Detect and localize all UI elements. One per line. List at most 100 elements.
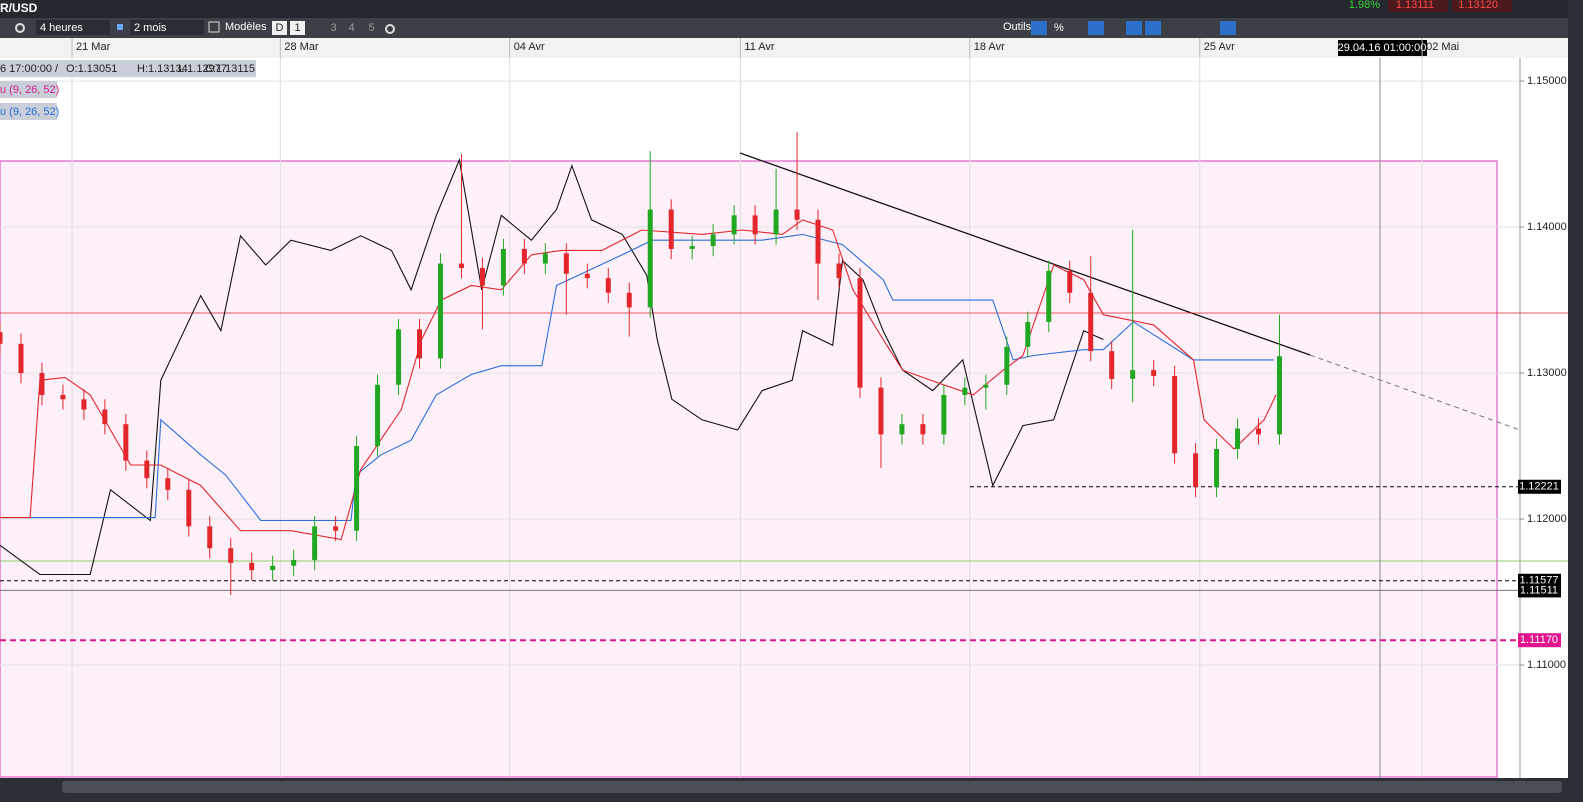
trend-extension <box>1309 354 1521 431</box>
date-axis <box>0 38 1568 58</box>
ohlc-panel <box>0 60 256 77</box>
price-tag-label: 1.11170 <box>1520 634 1558 646</box>
indicator-label: u (9, 26, 52) <box>0 84 59 96</box>
candle-body <box>437 263 443 359</box>
candle-body <box>1172 375 1178 454</box>
tool-icon[interactable] <box>1220 21 1236 35</box>
candle-body <box>584 273 590 279</box>
x-tick-label: 02 Mai <box>1426 41 1459 53</box>
trend-line <box>739 152 1311 356</box>
candle-body <box>354 446 360 531</box>
candle-body <box>1067 270 1073 293</box>
y-tick-label: 1.11000 <box>1527 659 1566 671</box>
calendar-icon[interactable] <box>208 21 220 33</box>
tool-icon[interactable] <box>1031 21 1047 35</box>
candle-body <box>0 332 3 344</box>
candle-body <box>752 215 758 235</box>
tools[interactable]: Outils <box>1003 21 1032 33</box>
candle-body <box>836 263 842 279</box>
candle-body <box>417 329 423 359</box>
candle-body <box>962 387 968 395</box>
candle-body <box>647 209 653 308</box>
candle-body <box>920 424 926 435</box>
candle-body <box>605 278 611 293</box>
settings-icon[interactable] <box>15 23 25 33</box>
ohlc-low: L:1.12977 <box>178 63 227 75</box>
y-tick-label: 1.13000 <box>1527 367 1567 379</box>
candle-body <box>983 384 989 388</box>
candle-body <box>710 234 716 247</box>
x-tick-label: 18 Avr <box>974 41 1005 53</box>
candle-body <box>878 387 884 435</box>
range-select[interactable] <box>130 20 204 35</box>
indicator-line <box>0 157 1104 576</box>
bid: 1.13111 <box>1396 0 1434 11</box>
candle-body <box>312 526 318 560</box>
candle-body <box>794 209 800 220</box>
header-bar <box>0 0 1583 18</box>
indicator-line <box>0 233 1274 522</box>
period-button[interactable] <box>290 21 305 35</box>
candle-body <box>186 489 192 527</box>
candle-body <box>542 253 548 264</box>
tool-icon[interactable] <box>1145 21 1161 35</box>
crosshair-box <box>1338 40 1427 56</box>
candle-body <box>941 394 947 435</box>
y-tick-label: 1.14000 <box>1527 221 1567 233</box>
candle-body <box>899 424 905 435</box>
candle-body <box>291 559 297 566</box>
scroll-thumb[interactable] <box>62 781 1562 793</box>
indicator-tag[interactable] <box>0 81 57 98</box>
candle-body <box>102 409 108 425</box>
candle-body <box>1046 270 1052 322</box>
candle-body <box>81 399 87 410</box>
side-scrollbar[interactable] <box>1568 0 1583 802</box>
tool-icon[interactable] <box>1088 21 1104 35</box>
percent[interactable]: % <box>1054 22 1064 34</box>
candle-body <box>1088 292 1094 352</box>
candle-body <box>165 478 171 490</box>
candle-body <box>731 215 737 235</box>
toolbar <box>0 18 1583 38</box>
change: 1.98% <box>1349 0 1380 11</box>
range: 2 mois <box>134 22 167 34</box>
tool-icon[interactable] <box>1126 21 1142 35</box>
candle-body <box>39 373 45 395</box>
indicator-tag[interactable] <box>0 103 57 120</box>
candle-body <box>60 394 66 400</box>
candle-body <box>773 209 779 235</box>
period-button[interactable] <box>272 21 287 35</box>
plot-area <box>0 58 1520 778</box>
lock-icon[interactable] <box>117 24 123 30</box>
candle-body <box>1025 321 1031 347</box>
candle-body <box>333 526 339 531</box>
candle-body <box>689 246 695 249</box>
templates[interactable]: Modèles <box>225 21 267 33</box>
ohlc-high: H:1.13134 <box>137 63 188 75</box>
zone <box>0 160 1498 778</box>
candle-body <box>1214 448 1220 487</box>
interval-select[interactable] <box>36 20 110 35</box>
candle-body <box>1109 351 1115 379</box>
candle-body <box>521 248 527 264</box>
y-tick-label: 1.12000 <box>1527 513 1567 525</box>
x-tick-label: 11 Avr <box>744 41 775 53</box>
price-tag-label: 1.11511 <box>1520 584 1558 596</box>
candle-body <box>626 292 632 308</box>
settings-icon[interactable] <box>385 24 395 34</box>
ask-box[interactable] <box>1452 0 1512 12</box>
y-tick-label: 1.15000 <box>1527 75 1567 87</box>
bid-box[interactable] <box>1388 0 1448 12</box>
candle-body <box>458 263 464 268</box>
candle-body <box>815 219 821 264</box>
period-button[interactable] <box>326 21 341 35</box>
period-button[interactable] <box>364 21 379 35</box>
period-button-label: 1 <box>294 22 300 34</box>
period-button[interactable] <box>344 21 359 35</box>
candle-body <box>1004 346 1010 385</box>
interval: 4 heures <box>40 22 83 34</box>
indicator-label: u (9, 26, 52) <box>0 106 59 118</box>
price-axis <box>1520 58 1568 778</box>
